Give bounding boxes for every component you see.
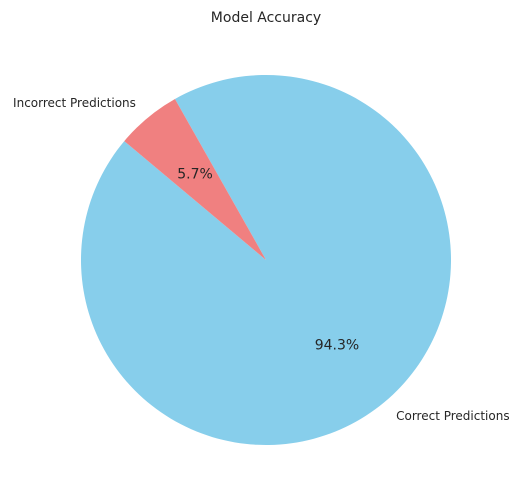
slice-label: Incorrect Predictions xyxy=(13,96,136,110)
pie-labels: Correct Predictions 94.3% Incorrect Predic… xyxy=(13,96,510,423)
chart-title: Model Accuracy xyxy=(211,10,321,26)
slice-percent-label: 94.3% xyxy=(315,337,359,353)
slice-percent-label: 5.7% xyxy=(177,167,213,183)
slice-label: Correct Predictions xyxy=(396,409,509,423)
pie-slice-incorrect-predictions xyxy=(124,98,267,260)
pie-slices xyxy=(80,74,452,446)
